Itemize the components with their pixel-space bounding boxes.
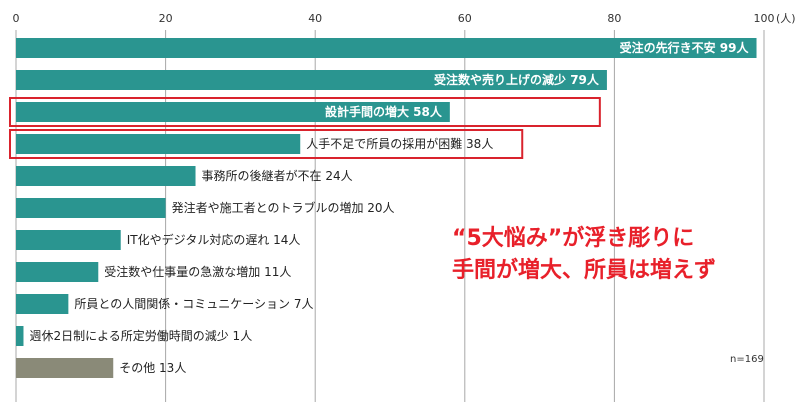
bar-0 [16,38,757,58]
x-tick-label-100: 100 [754,12,775,25]
bar-8 [16,294,69,314]
bar-9 [16,326,24,346]
highlight-box-3 [9,129,524,159]
bar-3 [16,134,301,154]
bar-4 [16,166,196,186]
x-tick-label-80: 80 [607,12,621,25]
bar-7 [16,262,99,282]
bar-6 [16,230,121,250]
bar-label-3: 人手不足で所員の採用が困難 38人 [306,136,493,151]
bar-10 [16,358,114,378]
bar-label-6: IT化やデジタル対応の遅れ 14人 [127,232,301,247]
bar-1 [16,70,607,90]
bar-2 [16,102,450,122]
bar-label-4: 事務所の後継者が不在 24人 [202,168,353,183]
bar-label-2: 設計手間の増大 58人 [325,104,443,119]
x-tick-label-60: 60 [458,12,472,25]
headline-line-2: 手間が増大、所員は増えず [452,258,717,283]
x-tick-label-40: 40 [308,12,322,25]
headline-line-1: “5大悩み”が浮き彫りに [452,226,695,251]
sample-size-note: n=169 [730,354,764,365]
bar-label-7: 受注数や仕事量の急激な増加 11人 [104,264,291,279]
bar-label-8: 所員との人間関係・コミュニケーション 7人 [74,297,313,311]
bar-label-9: 週休2日制による所定労働時間の減少 1人 [29,328,252,343]
bar-5 [16,198,166,218]
bar-label-5: 発注者や施工者とのトラブルの増加 20人 [172,200,395,215]
bar-label-0: 受注の先行き不安 99人 [620,40,750,55]
bar-label-10: その他 13人 [119,361,186,375]
x-tick-label-20: 20 [159,12,173,25]
x-tick-label-0: 0 [13,12,20,25]
bar-label-1: 受注数や売り上げの減少 79人 [434,72,600,87]
x-unit-label: (人) [776,12,796,25]
highlight-box-2 [9,97,601,127]
